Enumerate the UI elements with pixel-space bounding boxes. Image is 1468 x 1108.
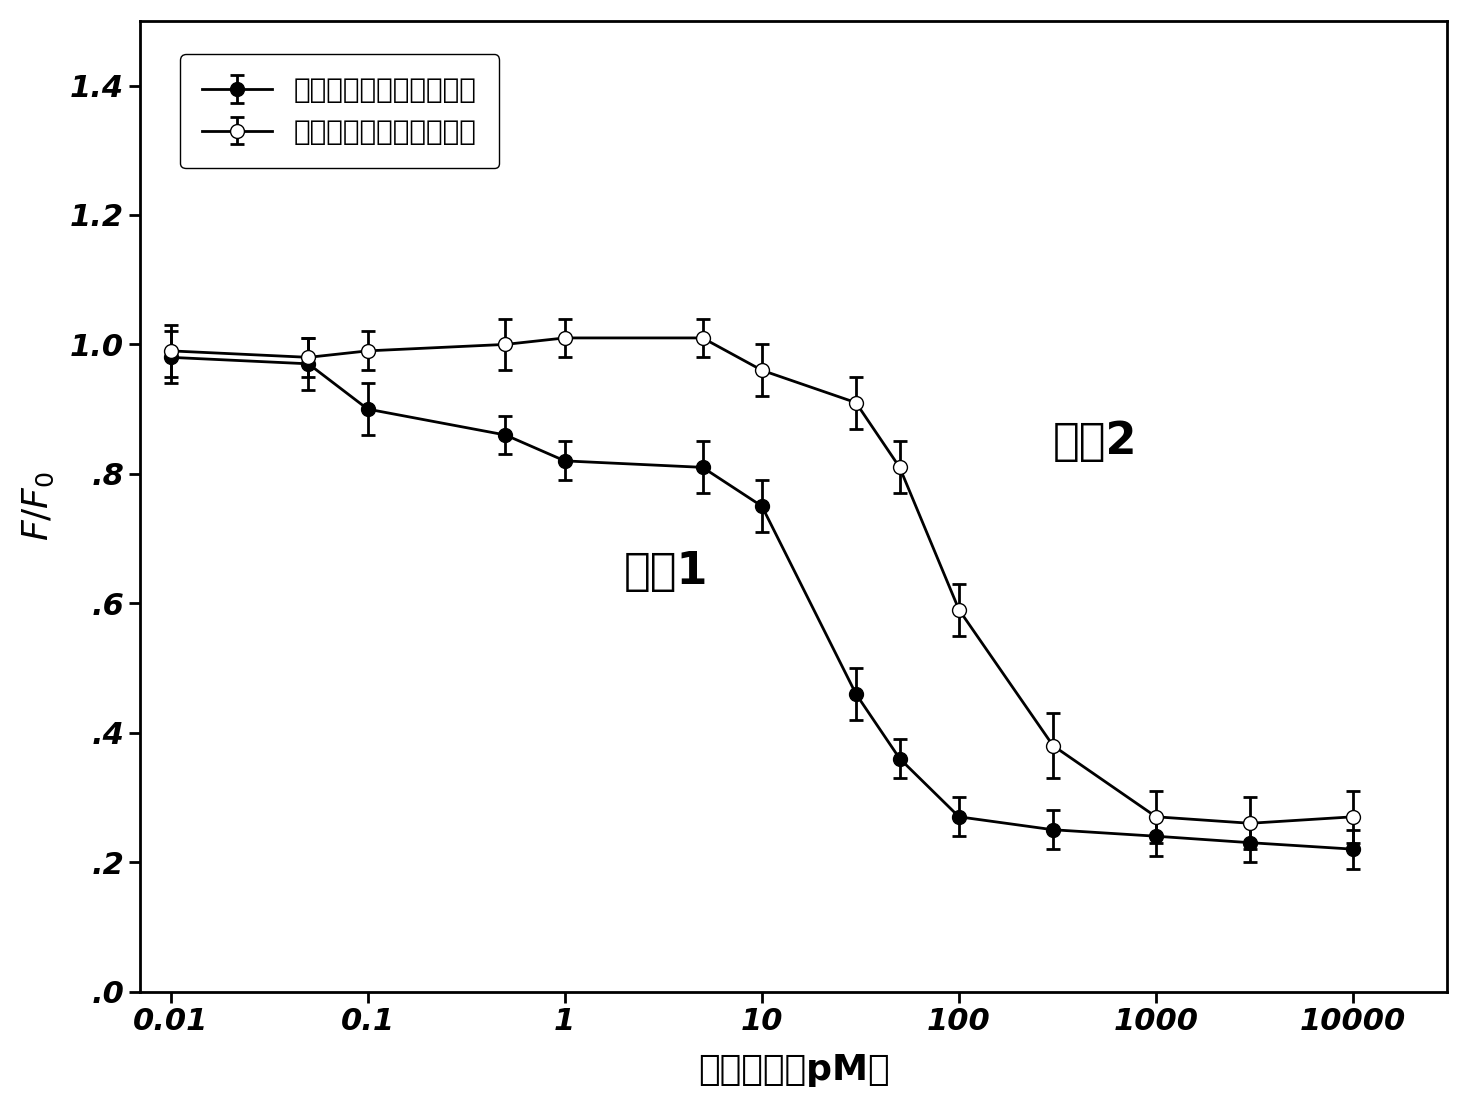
Text: 曲线1: 曲线1 [624, 550, 709, 593]
Y-axis label: $\mathit{F/F_0}$: $\mathit{F/F_0}$ [21, 471, 56, 541]
Text: 曲线2: 曲线2 [1053, 420, 1138, 463]
Legend: 芯片内不同浓度腺苷分析, 芯片外不同浓度腺苷分析: 芯片内不同浓度腺苷分析, 芯片外不同浓度腺苷分析 [181, 54, 499, 168]
X-axis label: 腺苷浓度（pM）: 腺苷浓度（pM） [697, 1054, 890, 1087]
